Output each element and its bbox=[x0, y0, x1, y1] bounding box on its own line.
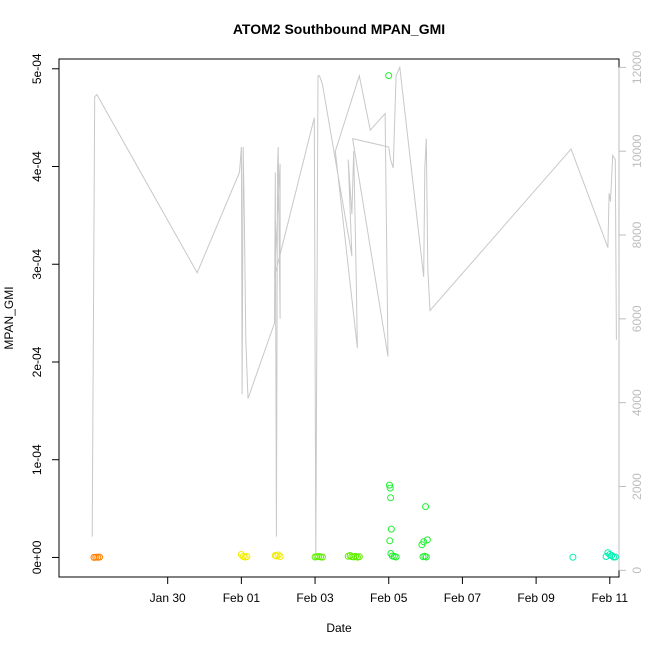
data-point bbox=[422, 503, 430, 511]
x-tick-label: Feb 07 bbox=[444, 591, 482, 605]
y2-tick-label: 6000 bbox=[630, 305, 644, 332]
y-tick-label: 5e-04 bbox=[30, 53, 44, 84]
altitude-line bbox=[91, 65, 617, 560]
y2-tick-label: 10000 bbox=[630, 134, 644, 168]
data-point bbox=[386, 537, 394, 545]
y-tick-label: 1e-04 bbox=[30, 444, 44, 475]
y2-tick-label: 4000 bbox=[630, 389, 644, 416]
y2-tick-label: 12000 bbox=[630, 50, 644, 84]
y-tick-label: 0e+00 bbox=[30, 540, 44, 574]
y2-tick-label: 0 bbox=[630, 567, 644, 574]
data-point bbox=[392, 553, 400, 561]
data-point bbox=[355, 553, 363, 561]
plot-frame bbox=[58, 58, 620, 578]
data-point bbox=[276, 553, 284, 560]
line-layer bbox=[91, 65, 617, 560]
y-axis: 0e+00 1e-04 2e-04 3e-04 4e-04 5e-04 bbox=[30, 53, 59, 574]
x-tick-label: Feb 01 bbox=[223, 591, 261, 605]
data-point bbox=[602, 553, 610, 560]
y2-tick-label: 8000 bbox=[630, 221, 644, 248]
data-point bbox=[386, 484, 394, 492]
x-tick-label: Feb 03 bbox=[296, 591, 334, 605]
data-point bbox=[243, 553, 251, 560]
data-point bbox=[422, 553, 430, 561]
y2-axis: 0 2000 4000 6000 8000 10000 12000 bbox=[618, 50, 644, 574]
data-point bbox=[318, 553, 326, 561]
data-point bbox=[423, 536, 431, 544]
y-tick-label: 4e-04 bbox=[30, 151, 44, 182]
x-tick-label: Jan 30 bbox=[150, 591, 186, 605]
x-tick-label: Feb 09 bbox=[517, 591, 555, 605]
y-tick-label: 2e-04 bbox=[30, 346, 44, 377]
data-point bbox=[611, 553, 619, 561]
y-axis-label: MPAN_GMI bbox=[2, 286, 16, 349]
data-point bbox=[420, 538, 428, 546]
y2-tick-label: 2000 bbox=[630, 473, 644, 500]
y-tick-label: 3e-04 bbox=[30, 249, 44, 280]
x-axis-label: Date bbox=[326, 621, 352, 635]
data-point bbox=[274, 551, 282, 559]
data-point bbox=[385, 72, 393, 80]
x-tick-label: Feb 05 bbox=[370, 591, 408, 605]
point-layer bbox=[90, 72, 619, 561]
data-point bbox=[569, 553, 577, 561]
data-point bbox=[90, 553, 98, 561]
x-axis: Jan 30 Feb 01 Feb 03 Feb 05 Feb 07 Feb 09 Feb … bbox=[150, 577, 629, 605]
x-tick-label: Feb 11 bbox=[592, 591, 629, 605]
chart-title: ATOM2 Southbound MPAN_GMI bbox=[233, 21, 445, 37]
data-point bbox=[387, 494, 395, 502]
data-point bbox=[386, 481, 393, 489]
data-point bbox=[387, 525, 395, 533]
